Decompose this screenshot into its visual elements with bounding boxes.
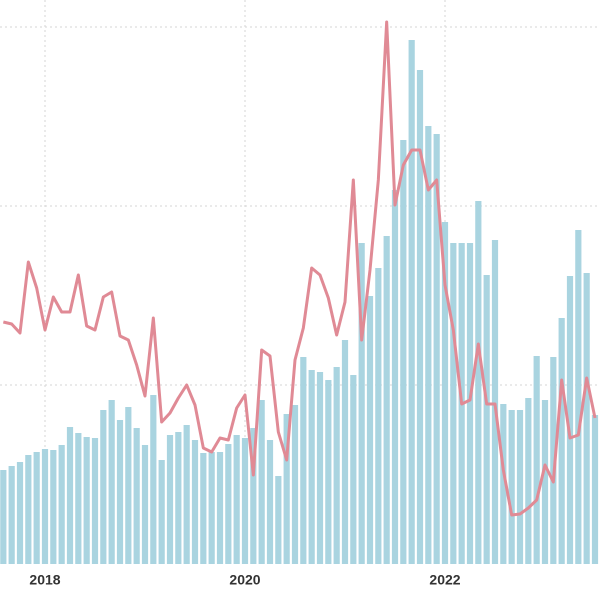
bar [108, 400, 115, 564]
line [2, 20, 597, 517]
bar [475, 201, 482, 564]
bar [441, 222, 449, 564]
bar [375, 268, 382, 564]
x-tick-label: 2022 [429, 572, 460, 588]
bar [275, 476, 282, 564]
bar [133, 428, 140, 564]
bar [83, 437, 90, 564]
bar [383, 236, 390, 564]
bar [533, 356, 540, 564]
bar [400, 140, 407, 564]
bar [208, 452, 215, 564]
bar [491, 240, 499, 564]
bar [16, 462, 24, 564]
bar [166, 435, 174, 564]
bar [308, 370, 315, 564]
bar [558, 318, 565, 564]
bar [316, 372, 324, 564]
bar [50, 450, 57, 564]
bar [325, 380, 332, 564]
bar [250, 428, 257, 564]
bar [433, 134, 440, 564]
bar [183, 425, 190, 564]
bar [58, 445, 65, 564]
bar [350, 375, 357, 564]
bar [541, 400, 549, 564]
bar [233, 435, 240, 564]
bar [25, 455, 32, 564]
bar [333, 367, 340, 564]
bar [258, 400, 265, 564]
bar [241, 438, 249, 564]
bar [191, 440, 199, 564]
bar [483, 275, 490, 564]
bar [200, 453, 207, 564]
bar [116, 420, 124, 564]
bar [91, 438, 99, 564]
x-tick-label: 2020 [229, 572, 260, 588]
bar [141, 445, 149, 564]
bar [425, 126, 432, 564]
bar [591, 415, 599, 564]
bar [216, 452, 224, 564]
bar [33, 452, 40, 564]
bar [566, 276, 574, 564]
bar [283, 414, 290, 564]
bar [575, 230, 582, 564]
bar [75, 433, 82, 564]
bar [8, 466, 15, 564]
bar [66, 427, 74, 564]
bar [466, 243, 474, 564]
bar [158, 460, 165, 564]
bar [150, 395, 157, 564]
bar [341, 340, 349, 564]
bar [175, 432, 182, 564]
bar [500, 404, 507, 564]
bar [550, 357, 557, 564]
bar [508, 410, 515, 564]
bar [516, 410, 524, 564]
bar [366, 296, 374, 564]
bar [100, 410, 107, 564]
bar [583, 273, 590, 564]
bar [450, 243, 457, 564]
x-tick-label: 2018 [29, 572, 60, 588]
bar [525, 398, 532, 564]
bar [358, 243, 365, 564]
bar [416, 70, 424, 564]
bar [408, 40, 415, 564]
bar [291, 405, 299, 564]
bar [300, 357, 307, 564]
bar [0, 470, 7, 564]
bar [125, 407, 132, 564]
bar [391, 190, 399, 564]
bar [41, 449, 49, 564]
bar [225, 444, 232, 564]
bar [266, 440, 274, 564]
